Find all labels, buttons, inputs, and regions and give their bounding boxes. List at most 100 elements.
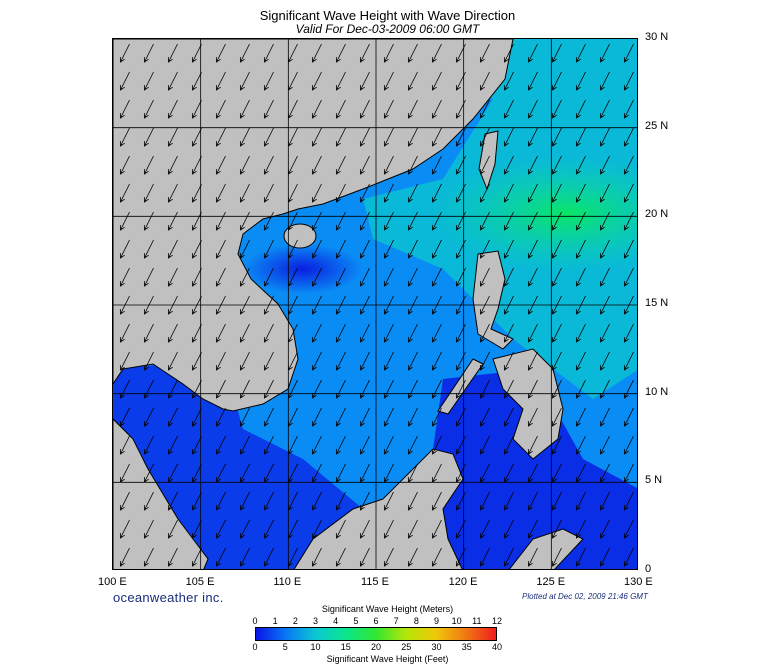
wave-arrow — [143, 351, 154, 371]
wave-arrow — [479, 295, 490, 315]
wave-arrow — [311, 379, 322, 399]
wave-arrow — [407, 295, 418, 315]
wave-arrow — [167, 547, 178, 567]
wave-arrow — [359, 211, 370, 231]
wave-arrow — [623, 267, 634, 287]
wave-arrow — [503, 295, 514, 315]
wave-arrow — [479, 491, 490, 511]
wave-arrow — [455, 407, 466, 427]
wave-arrow — [167, 407, 178, 427]
wave-arrow — [455, 43, 466, 63]
wave-arrow — [335, 491, 346, 511]
wave-arrow — [551, 183, 562, 203]
wave-arrow — [287, 435, 298, 455]
wave-arrow — [431, 463, 442, 483]
wave-arrow — [191, 295, 202, 315]
wave-arrow — [383, 211, 394, 231]
wave-arrow — [119, 435, 130, 455]
colorbar-meter-tick: 1 — [272, 616, 278, 626]
wave-arrow — [335, 71, 346, 91]
wave-arrow — [503, 43, 514, 63]
wave-arrow — [311, 323, 322, 343]
wave-arrow — [143, 239, 154, 259]
colorbar-meter-tick: 7 — [393, 616, 399, 626]
wave-arrow — [431, 127, 442, 147]
wave-arrow — [575, 183, 586, 203]
wave-arrow — [215, 463, 226, 483]
wave-arrow — [263, 71, 274, 91]
wave-arrow — [335, 463, 346, 483]
wave-arrow — [431, 211, 442, 231]
wave-arrow — [191, 491, 202, 511]
wave-map — [112, 38, 638, 570]
wave-arrow — [623, 155, 634, 175]
wave-arrow — [551, 351, 562, 371]
colorbar-title-feet: Significant Wave Height (Feet) — [326, 654, 449, 664]
wave-arrow — [263, 239, 274, 259]
wave-arrow — [599, 71, 610, 91]
wave-arrow — [623, 491, 634, 511]
wave-arrow — [599, 547, 610, 567]
wave-arrow — [431, 351, 442, 371]
wave-arrow — [407, 491, 418, 511]
wave-arrow — [335, 43, 346, 63]
wave-arrow — [455, 295, 466, 315]
wave-arrow — [479, 323, 490, 343]
wave-arrow — [431, 323, 442, 343]
longitude-label: 130 E — [624, 576, 653, 588]
wave-arrow — [311, 463, 322, 483]
wave-arrow — [359, 491, 370, 511]
wave-arrow — [311, 407, 322, 427]
wave-arrow — [239, 71, 250, 91]
wave-arrow — [407, 71, 418, 91]
wave-arrow — [119, 267, 130, 287]
wave-arrow — [551, 407, 562, 427]
wave-arrow — [359, 183, 370, 203]
wave-arrow — [383, 323, 394, 343]
wave-arrow — [503, 379, 514, 399]
wave-arrow — [575, 239, 586, 259]
wave-arrow — [239, 267, 250, 287]
colorbar-meter-tick: 8 — [413, 616, 419, 626]
wave-arrow — [335, 183, 346, 203]
wave-arrow — [455, 71, 466, 91]
wave-arrow — [455, 155, 466, 175]
wave-arrow — [263, 435, 274, 455]
wave-arrow — [263, 463, 274, 483]
wave-arrow — [311, 267, 322, 287]
wave-arrow — [263, 519, 274, 539]
wave-arrow — [527, 211, 538, 231]
wave-arrow — [287, 519, 298, 539]
wave-arrow — [215, 155, 226, 175]
wave-arrow — [311, 183, 322, 203]
wave-arrow — [599, 267, 610, 287]
wave-arrow — [167, 379, 178, 399]
wave-arrow — [551, 463, 562, 483]
wave-arrow — [239, 239, 250, 259]
wave-arrow — [167, 239, 178, 259]
wave-arrow — [287, 491, 298, 511]
longitude-label: 100 E — [98, 576, 127, 588]
wave-arrow — [263, 211, 274, 231]
wave-arrow — [359, 519, 370, 539]
wave-arrow — [407, 183, 418, 203]
wave-arrow — [263, 379, 274, 399]
wave-arrow — [575, 491, 586, 511]
wave-arrow — [383, 183, 394, 203]
sulawesi — [508, 528, 584, 569]
colorbar-meter-tick: 2 — [292, 616, 298, 626]
map-subtitle: Valid For Dec-03-2009 06:00 GMT — [295, 22, 480, 36]
wave-arrow — [527, 351, 538, 371]
wave-arrow — [167, 155, 178, 175]
peak-wave-zone — [413, 154, 637, 274]
latitude-label: 5 N — [645, 474, 663, 487]
luzon — [472, 250, 514, 350]
wave-arrow — [599, 239, 610, 259]
wave-arrow — [431, 379, 442, 399]
wave-arrow — [143, 127, 154, 147]
wave-arrow — [215, 379, 226, 399]
wave-arrow — [431, 435, 442, 455]
wave-arrow — [383, 351, 394, 371]
wave-arrow — [263, 491, 274, 511]
wave-arrow — [599, 99, 610, 119]
